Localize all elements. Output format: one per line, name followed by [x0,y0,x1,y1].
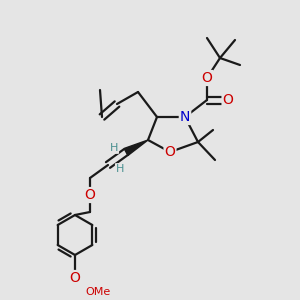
Polygon shape [124,140,148,155]
Text: N: N [180,110,190,124]
Text: O: O [202,71,212,85]
Text: O: O [223,93,233,107]
Text: O: O [165,145,176,159]
Text: H: H [116,164,124,174]
Text: O: O [85,188,95,202]
Text: O: O [70,271,80,285]
Text: OMe: OMe [85,287,110,297]
Text: H: H [110,143,118,153]
